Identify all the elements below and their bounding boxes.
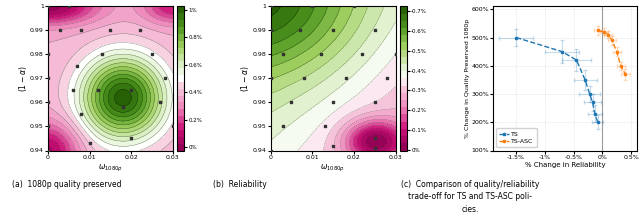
Point [357, 53, 367, 56]
Point [76, 29, 86, 32]
TS [594, 121, 602, 124]
TS [589, 101, 596, 104]
Point [319, 125, 330, 128]
Point [369, 101, 380, 104]
Line: TS: TS [515, 36, 599, 124]
Point [286, 101, 296, 104]
Point [106, 29, 116, 32]
TS [586, 93, 593, 95]
Point [299, 77, 309, 80]
Point [294, 29, 305, 32]
Point [159, 77, 170, 80]
Y-axis label: $(1 - \alpha)$: $(1 - \alpha)$ [239, 65, 251, 92]
Y-axis label: % Change in Quality Preserved 1080p: % Change in Quality Preserved 1080p [465, 19, 470, 138]
TS-ASC [621, 73, 629, 75]
Line: TS-ASC: TS-ASC [596, 29, 627, 76]
Point [126, 89, 136, 92]
Point [390, 53, 401, 56]
Point [84, 141, 95, 145]
X-axis label: $\omega_{1080p}$: $\omega_{1080p}$ [321, 163, 346, 174]
Point [349, 5, 359, 8]
Point [328, 101, 338, 104]
Point [93, 89, 103, 92]
Point [76, 113, 86, 116]
TS-ASC [594, 29, 602, 32]
Point [126, 137, 136, 140]
TS-ASC [604, 33, 612, 36]
Point [147, 53, 157, 56]
TS-ASC [600, 31, 608, 33]
TS [513, 36, 520, 39]
Point [43, 5, 53, 8]
Point [382, 77, 392, 80]
Point [118, 106, 128, 109]
X-axis label: $\omega_{1080p}$: $\omega_{1080p}$ [98, 163, 123, 174]
TS [591, 112, 598, 115]
TS [573, 59, 580, 61]
Point [156, 101, 166, 104]
Point [307, 5, 317, 8]
X-axis label: % Change in Reliability: % Change in Reliability [525, 163, 605, 168]
Point [316, 53, 326, 56]
Point [72, 65, 83, 68]
Point [168, 125, 178, 128]
Legend: TS, TS-ASC: TS, TS-ASC [496, 128, 537, 147]
Text: (a)  1080p quality preserved: (a) 1080p quality preserved [12, 180, 122, 189]
Point [68, 89, 78, 92]
TS-ASC [613, 50, 621, 53]
Point [266, 77, 276, 80]
Point [43, 125, 53, 128]
Y-axis label: $(1 - \alpha)$: $(1 - \alpha)$ [17, 65, 29, 92]
Point [369, 137, 380, 140]
Point [266, 29, 276, 32]
Point [43, 149, 53, 152]
Point [97, 53, 108, 56]
TS-ASC [608, 39, 616, 42]
Point [328, 29, 338, 32]
Point [64, 5, 74, 8]
Point [134, 29, 145, 32]
Point [369, 146, 380, 150]
Point [43, 53, 53, 56]
TS-ASC [617, 64, 625, 67]
Point [340, 77, 351, 80]
Text: (c)  Comparison of quality/reliability: (c) Comparison of quality/reliability [401, 180, 540, 189]
Point [266, 5, 276, 8]
Point [369, 29, 380, 32]
Point [56, 29, 66, 32]
Point [266, 149, 276, 152]
TS [558, 50, 566, 53]
TS [581, 79, 589, 81]
Point [328, 144, 338, 147]
Point [43, 101, 53, 104]
Text: cies.: cies. [461, 204, 479, 213]
Point [278, 53, 288, 56]
Text: (b)  Reliability: (b) Reliability [213, 180, 267, 189]
Point [278, 125, 288, 128]
Point [43, 77, 53, 80]
Text: trade-off for TS and TS-ASC poli-: trade-off for TS and TS-ASC poli- [408, 192, 532, 201]
